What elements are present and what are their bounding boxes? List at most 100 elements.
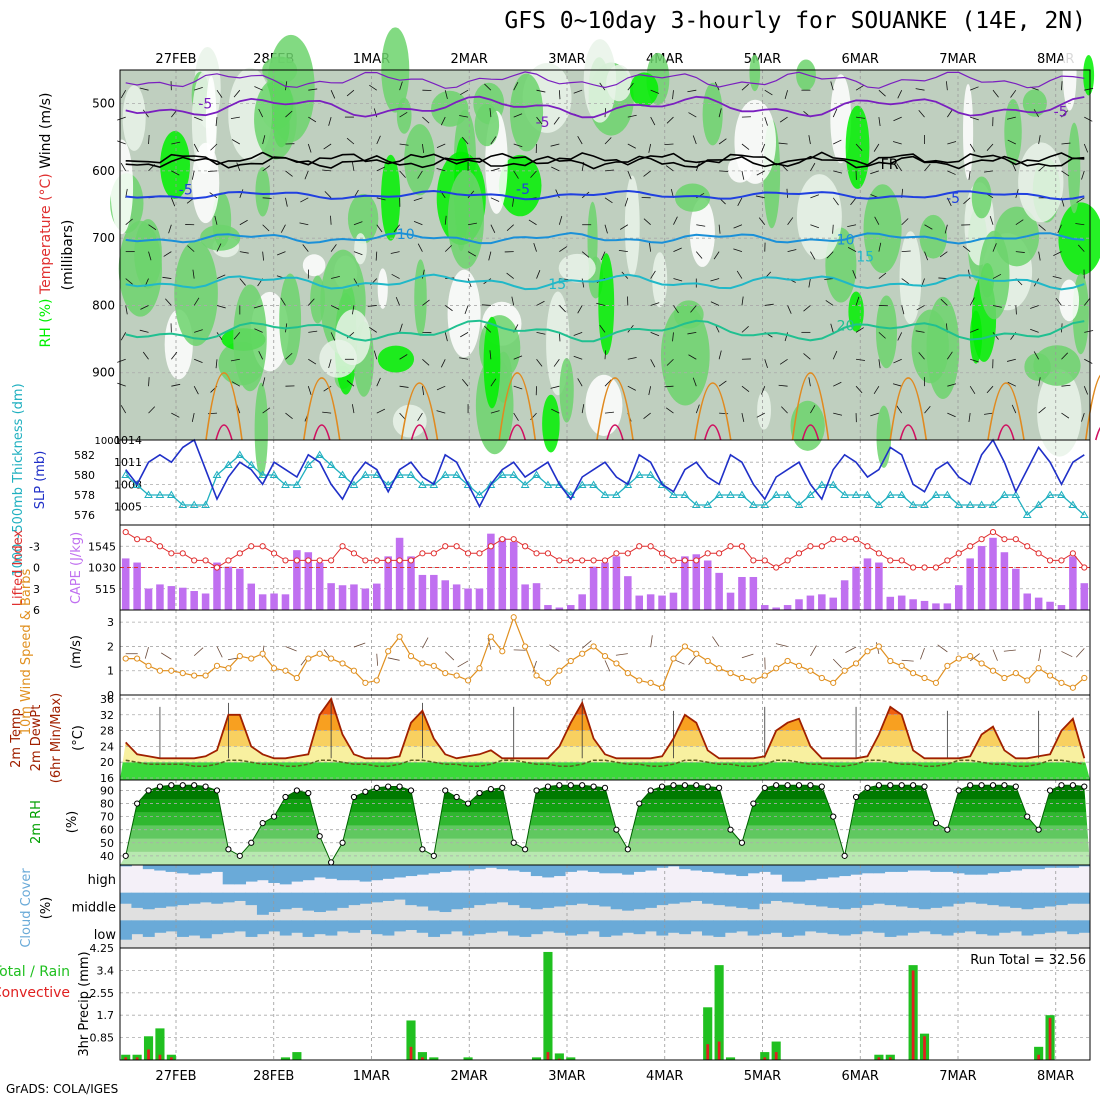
wind-barb [513, 385, 523, 390]
cloud-middle-bar [884, 892, 897, 906]
wind-barb [490, 168, 500, 172]
cloud-low-bar [861, 920, 874, 932]
wind-barb [464, 305, 469, 315]
surface-barb [937, 644, 948, 653]
rh-marker [658, 783, 666, 790]
wind-speed-marker [670, 655, 677, 662]
rh-marker [533, 787, 540, 794]
precip-conv-bar [923, 1036, 926, 1060]
wind-barb [619, 224, 629, 230]
precip-total-bar [280, 1057, 291, 1060]
cape-bar [852, 566, 860, 610]
wind-barb [627, 114, 637, 118]
wind-barb [239, 189, 244, 198]
wind-barb [299, 222, 309, 226]
cape-bar [201, 593, 210, 610]
cape-bar [658, 595, 666, 610]
li-marker [270, 550, 278, 557]
precip-conv-bar [706, 1044, 710, 1060]
cloud-high-bar [565, 865, 577, 872]
surface-barb [216, 646, 223, 658]
wind-barb [125, 218, 133, 226]
li-marker [419, 550, 426, 557]
wind-barb [648, 242, 652, 252]
wind-barb [376, 135, 381, 145]
cloud-low-bar [177, 920, 189, 937]
wind-speed-marker [681, 643, 688, 650]
rh-area [757, 390, 771, 430]
wind-barb [171, 351, 178, 360]
precip-tick: 3.4 [97, 964, 115, 977]
rh-marker [510, 839, 517, 846]
rh-marker [818, 783, 825, 790]
rh-area [200, 224, 241, 251]
cloud-high-bar [816, 865, 829, 879]
cloud-middle-bar [553, 892, 566, 907]
li-marker [556, 557, 563, 564]
rh-area [474, 103, 500, 147]
rh-area [971, 176, 992, 219]
contour-label: -5 [536, 115, 550, 131]
rh-marker [910, 782, 917, 789]
cloud-middle-bar [120, 892, 132, 904]
wind-barb [216, 243, 222, 252]
cape-bar [167, 586, 176, 610]
cloud-middle-bar [656, 892, 669, 906]
wind-barb [351, 404, 355, 414]
wind-barb [970, 358, 979, 363]
cloud-high-bar [656, 865, 669, 868]
wind-barb [878, 272, 887, 279]
cloud-middle-bar [211, 892, 224, 904]
wind-barb [650, 302, 660, 306]
wind-barb [924, 163, 931, 172]
cloud-high-bar [804, 865, 817, 881]
wind-barb [1084, 358, 1093, 364]
li-marker [282, 557, 289, 564]
wind-barb [239, 219, 248, 226]
wind-barb [422, 299, 430, 306]
wind-speed-marker [191, 672, 198, 679]
thickness-marker [166, 490, 176, 498]
wind-barb [1010, 89, 1017, 98]
wind-barb [191, 170, 195, 180]
li-marker [430, 550, 437, 557]
wind-barb [125, 278, 133, 285]
li-marker [305, 557, 312, 564]
cloud-low-bar [656, 920, 669, 936]
thickness-marker [532, 470, 541, 478]
li-marker [1035, 550, 1042, 557]
precip-conv-bar [774, 1052, 778, 1060]
thickness-marker [942, 490, 952, 498]
wind-barb [1006, 358, 1016, 362]
wind-barb [878, 242, 882, 252]
wind-speed-marker [693, 650, 700, 657]
surface-barb [969, 653, 980, 662]
wind-barb [1061, 384, 1071, 387]
rh-marker [624, 846, 631, 853]
wind-barb [391, 273, 400, 279]
rh-marker [921, 783, 928, 790]
cloud-low-bar [336, 920, 349, 932]
wind-barb [373, 108, 378, 118]
wind-barb [873, 385, 880, 395]
wind-barb [947, 351, 953, 360]
upper-air-unit: (millibars) [60, 220, 76, 291]
cape-bar [612, 556, 621, 610]
precip-conv-bar [409, 1046, 413, 1060]
wind-barb [627, 385, 636, 391]
cloud-middle-bar [439, 892, 452, 913]
surface-barb [810, 645, 817, 657]
wind-barb [285, 412, 293, 419]
cloud-low-bar [1021, 920, 1034, 936]
footer-credit: GrADS: COLA/IGES [6, 1082, 119, 1096]
wind-barb [826, 251, 834, 259]
cloud-high-bar [416, 865, 429, 875]
li-marker [248, 543, 255, 550]
wind-barb [558, 90, 561, 100]
wind-speed-line [125, 615, 1085, 689]
cloud-high-bar [542, 865, 555, 878]
wind-barb [604, 169, 614, 172]
cloud-low-bar [462, 920, 475, 936]
precip-tick: 4.25 [90, 942, 115, 955]
rh-area [509, 73, 544, 152]
